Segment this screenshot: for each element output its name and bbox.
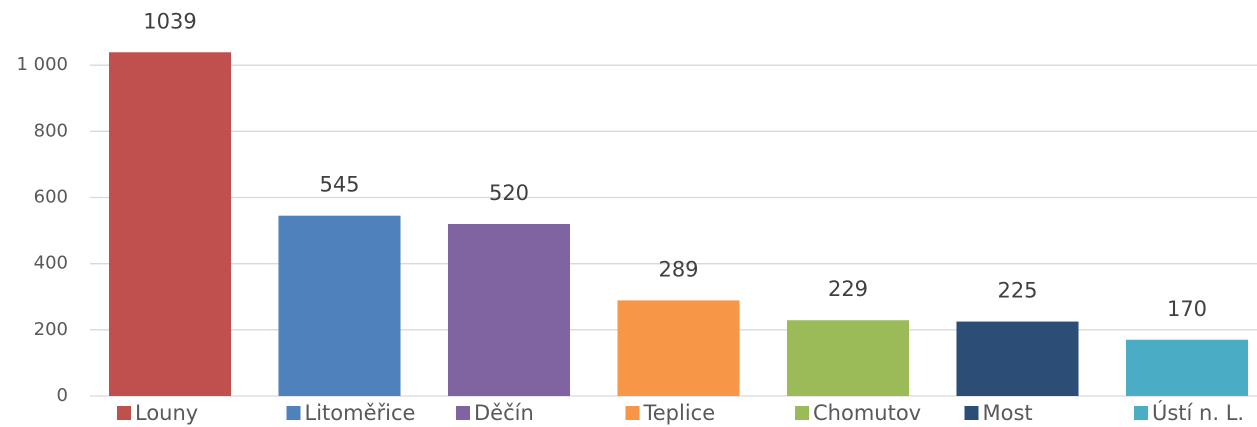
bar — [1125, 339, 1249, 396]
data-label: 225 — [997, 279, 1037, 303]
data-label: 170 — [1167, 297, 1207, 321]
y-tick-label: 0 — [57, 385, 68, 406]
y-tick-label: 400 — [34, 253, 68, 274]
data-label: 520 — [489, 181, 529, 205]
legend-label: Most — [983, 401, 1033, 425]
y-tick-label: 800 — [34, 120, 68, 141]
legend-swatch — [286, 406, 301, 420]
bar — [786, 320, 910, 396]
legend-swatch — [625, 406, 640, 420]
data-label: 1039 — [143, 9, 196, 33]
y-tick-label: 600 — [34, 187, 68, 208]
y-tick-label: 200 — [34, 319, 68, 340]
bar — [108, 52, 232, 397]
legend-label: Děčín — [474, 401, 534, 425]
legend-label: Chomutov — [813, 401, 921, 425]
legend-swatch — [1134, 406, 1148, 420]
legend-swatch — [456, 406, 470, 420]
legend-swatch — [117, 406, 131, 420]
bar — [278, 215, 401, 396]
data-label: 289 — [658, 257, 698, 281]
data-label: 229 — [828, 277, 868, 301]
legend-swatch — [964, 406, 979, 420]
legend-swatch — [795, 406, 809, 420]
data-label: 545 — [319, 173, 359, 197]
legend-label: Ústí n. L. — [1152, 400, 1244, 425]
bar — [447, 223, 571, 396]
legend-label: Litoměřice — [305, 401, 416, 425]
bar — [956, 321, 1079, 396]
legend-label: Louny — [135, 401, 198, 425]
legend-label: Teplice — [643, 401, 716, 425]
bar — [617, 300, 740, 396]
y-tick-label: 1 000 — [16, 54, 68, 75]
